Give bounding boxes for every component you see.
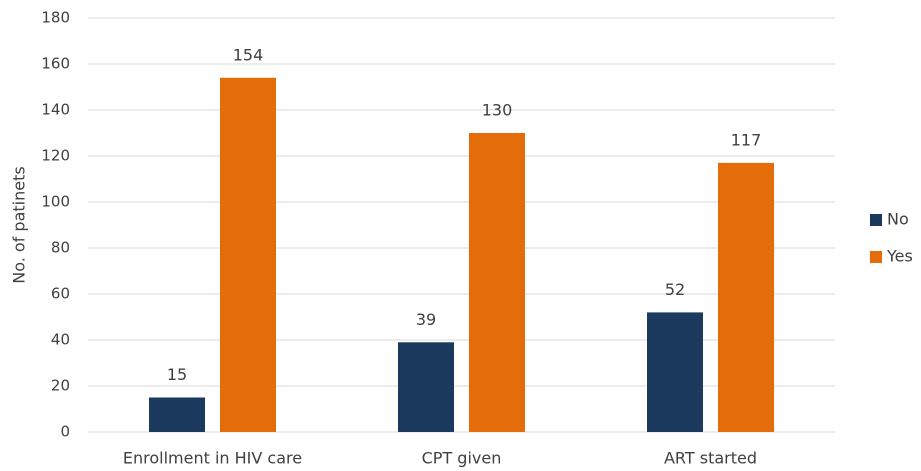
data-label: 130: [482, 101, 513, 120]
bar: [718, 162, 774, 432]
bar: [149, 397, 205, 432]
y-tick-label: 140: [41, 101, 70, 119]
y-tick-label: 120: [41, 147, 70, 165]
y-tick-label: 80: [51, 239, 70, 257]
bar: [469, 133, 525, 432]
y-tick-label: 160: [41, 55, 70, 73]
legend-swatch: [870, 251, 882, 263]
bar: [220, 77, 276, 433]
data-label: 39: [416, 310, 436, 329]
y-tick-label: 60: [51, 285, 70, 303]
x-tick-label: CPT given: [422, 449, 502, 468]
data-label: 154: [233, 45, 264, 64]
data-label: 52: [665, 280, 685, 299]
y-tick-label: 20: [51, 377, 70, 395]
legend-swatch: [870, 214, 882, 226]
y-tick-label: 0: [60, 423, 70, 441]
bar: [398, 342, 454, 432]
bar: [647, 312, 703, 432]
x-tick-label: ART started: [664, 449, 757, 468]
x-tick-label: Enrollment in HIV care: [123, 449, 302, 468]
y-tick-label: 180: [41, 9, 70, 27]
legend-label: No: [887, 210, 909, 229]
y-axis-label: No. of patinets: [10, 166, 29, 283]
legend-label: Yes: [886, 247, 913, 266]
data-label: 15: [167, 365, 187, 384]
y-tick-label: 100: [41, 193, 70, 211]
data-label: 117: [731, 130, 762, 149]
y-tick-label: 40: [51, 331, 70, 349]
